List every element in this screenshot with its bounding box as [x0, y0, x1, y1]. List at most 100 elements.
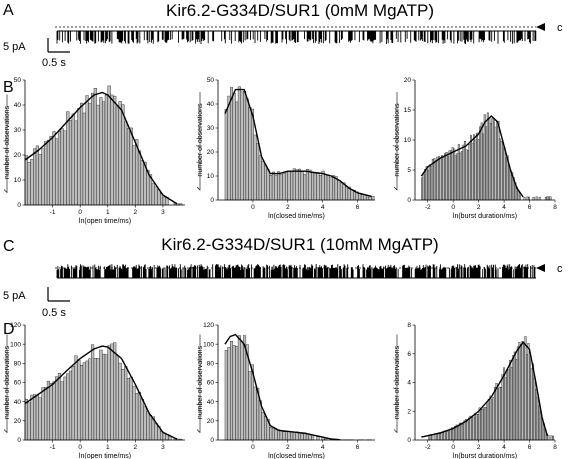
histogram-bar	[450, 150, 453, 201]
histogram-bar	[148, 415, 153, 441]
histogram-bar	[77, 359, 81, 441]
histogram-bar	[49, 383, 53, 441]
histogram-bar	[449, 428, 452, 441]
histogram-bar	[96, 358, 100, 441]
histogram-bar	[439, 157, 442, 201]
histogram-bar	[107, 345, 111, 441]
histogram-bar	[110, 343, 114, 441]
histogram-bar	[46, 380, 51, 441]
histogram-bar	[85, 360, 89, 441]
histogram-bar	[547, 196, 550, 201]
x-tick-label: 3	[161, 444, 165, 451]
histogram-bar	[118, 362, 122, 441]
histogram-bar	[284, 171, 288, 201]
histogram-bar	[484, 407, 487, 441]
x-tick-label: 6	[528, 204, 532, 211]
histogram-bar	[482, 133, 485, 201]
histogram-bar	[463, 420, 466, 441]
histogram-bar	[506, 369, 509, 441]
x-tick-label: 4	[321, 444, 325, 451]
y-tick-label: 6	[407, 351, 411, 358]
histogram-bar	[33, 394, 37, 441]
histogram-bar	[264, 415, 268, 441]
histogram-bar	[500, 141, 503, 201]
histogram-bar	[345, 185, 349, 201]
histogram-bar	[457, 425, 460, 441]
histogram-bar	[538, 196, 541, 201]
histogram-bar	[535, 196, 538, 201]
scale-current-c: 5 pA	[3, 290, 26, 302]
histogram-bar	[536, 396, 539, 441]
histogram-bar	[140, 398, 144, 441]
sqrt-mark	[393, 92, 398, 191]
y-axis-label: number of observations	[197, 345, 204, 419]
histogram-bar	[422, 173, 425, 201]
histogram-bar	[74, 120, 78, 206]
y-tick-label: 10	[207, 173, 215, 180]
histogram-bar	[433, 158, 436, 201]
histogram-bar	[460, 422, 463, 441]
histogram-bar	[271, 171, 275, 201]
histogram-bar	[35, 395, 39, 441]
y-tick-label: 0	[17, 437, 21, 444]
scale-bar-c	[47, 287, 70, 302]
histogram-bar	[544, 196, 547, 201]
histogram-bar	[305, 168, 309, 201]
histogram-bar	[431, 434, 434, 441]
histogram-bar	[224, 108, 228, 201]
histogram-bar	[243, 335, 247, 441]
x-tick-label: 6	[356, 204, 360, 211]
y-tick-label: 100	[10, 341, 21, 348]
histogram-bar	[485, 126, 488, 201]
histogram-bar	[493, 387, 496, 441]
y-tick-label: 50	[207, 77, 215, 84]
scale-time-c: 0.5 s	[42, 307, 66, 319]
histogram-closed-time-0mM: 0 10 20 30 40 50 0 2 4 6 ln(closed time/ms) number …	[196, 77, 375, 220]
histogram-bar	[509, 359, 512, 441]
histogram-bar	[74, 355, 78, 441]
arrow-left-icon	[536, 23, 545, 31]
histogram-bar	[113, 342, 117, 441]
histogram-bar	[480, 122, 483, 201]
histogram-bar	[463, 141, 466, 201]
y-tick-label: 30	[207, 125, 215, 132]
histogram-bar	[124, 121, 128, 206]
histogram-bar	[71, 113, 75, 206]
histogram-bar	[52, 381, 56, 441]
histogram-bar	[115, 355, 119, 441]
histogram-bar	[483, 114, 486, 201]
histogram-bar	[469, 415, 472, 441]
histogram-bar	[93, 358, 97, 441]
histogram-bar	[528, 196, 530, 201]
histogram-bar	[250, 108, 254, 201]
histogram-bar	[424, 169, 427, 201]
x-axis-label: ln(closed time/ms)	[268, 213, 325, 220]
x-axis-label: ln(burst duration/ms)	[453, 213, 517, 220]
x-axis-label: ln(open time/ms)	[79, 218, 131, 225]
x-tick-label: 2	[477, 444, 481, 451]
histogram-bar	[282, 173, 286, 201]
histogram-bar	[524, 336, 527, 441]
histogram-bar	[479, 126, 482, 201]
histogram-bar	[523, 197, 526, 201]
histogram-bar	[230, 340, 234, 441]
histogram-bar	[41, 387, 45, 441]
histogram-bar	[24, 155, 28, 206]
histogram-bar	[66, 373, 70, 441]
histogram-bar	[509, 170, 512, 201]
histogram-bar	[154, 423, 158, 441]
histogram-bar	[501, 374, 504, 441]
histogram-bar	[261, 160, 265, 201]
histogram-bar	[248, 371, 252, 441]
histogram-bar	[308, 434, 312, 441]
histogram-bar	[27, 162, 31, 206]
histogram-bar	[436, 156, 439, 201]
y-tick-label: 15	[404, 107, 412, 114]
y-axis-label: number of observations	[394, 103, 401, 177]
x-tick-label: 0	[451, 204, 455, 211]
y-tick-label: 0	[210, 437, 214, 444]
histogram-bar	[66, 111, 70, 206]
histogram-bar	[298, 168, 302, 201]
histogram-bar	[140, 160, 144, 206]
